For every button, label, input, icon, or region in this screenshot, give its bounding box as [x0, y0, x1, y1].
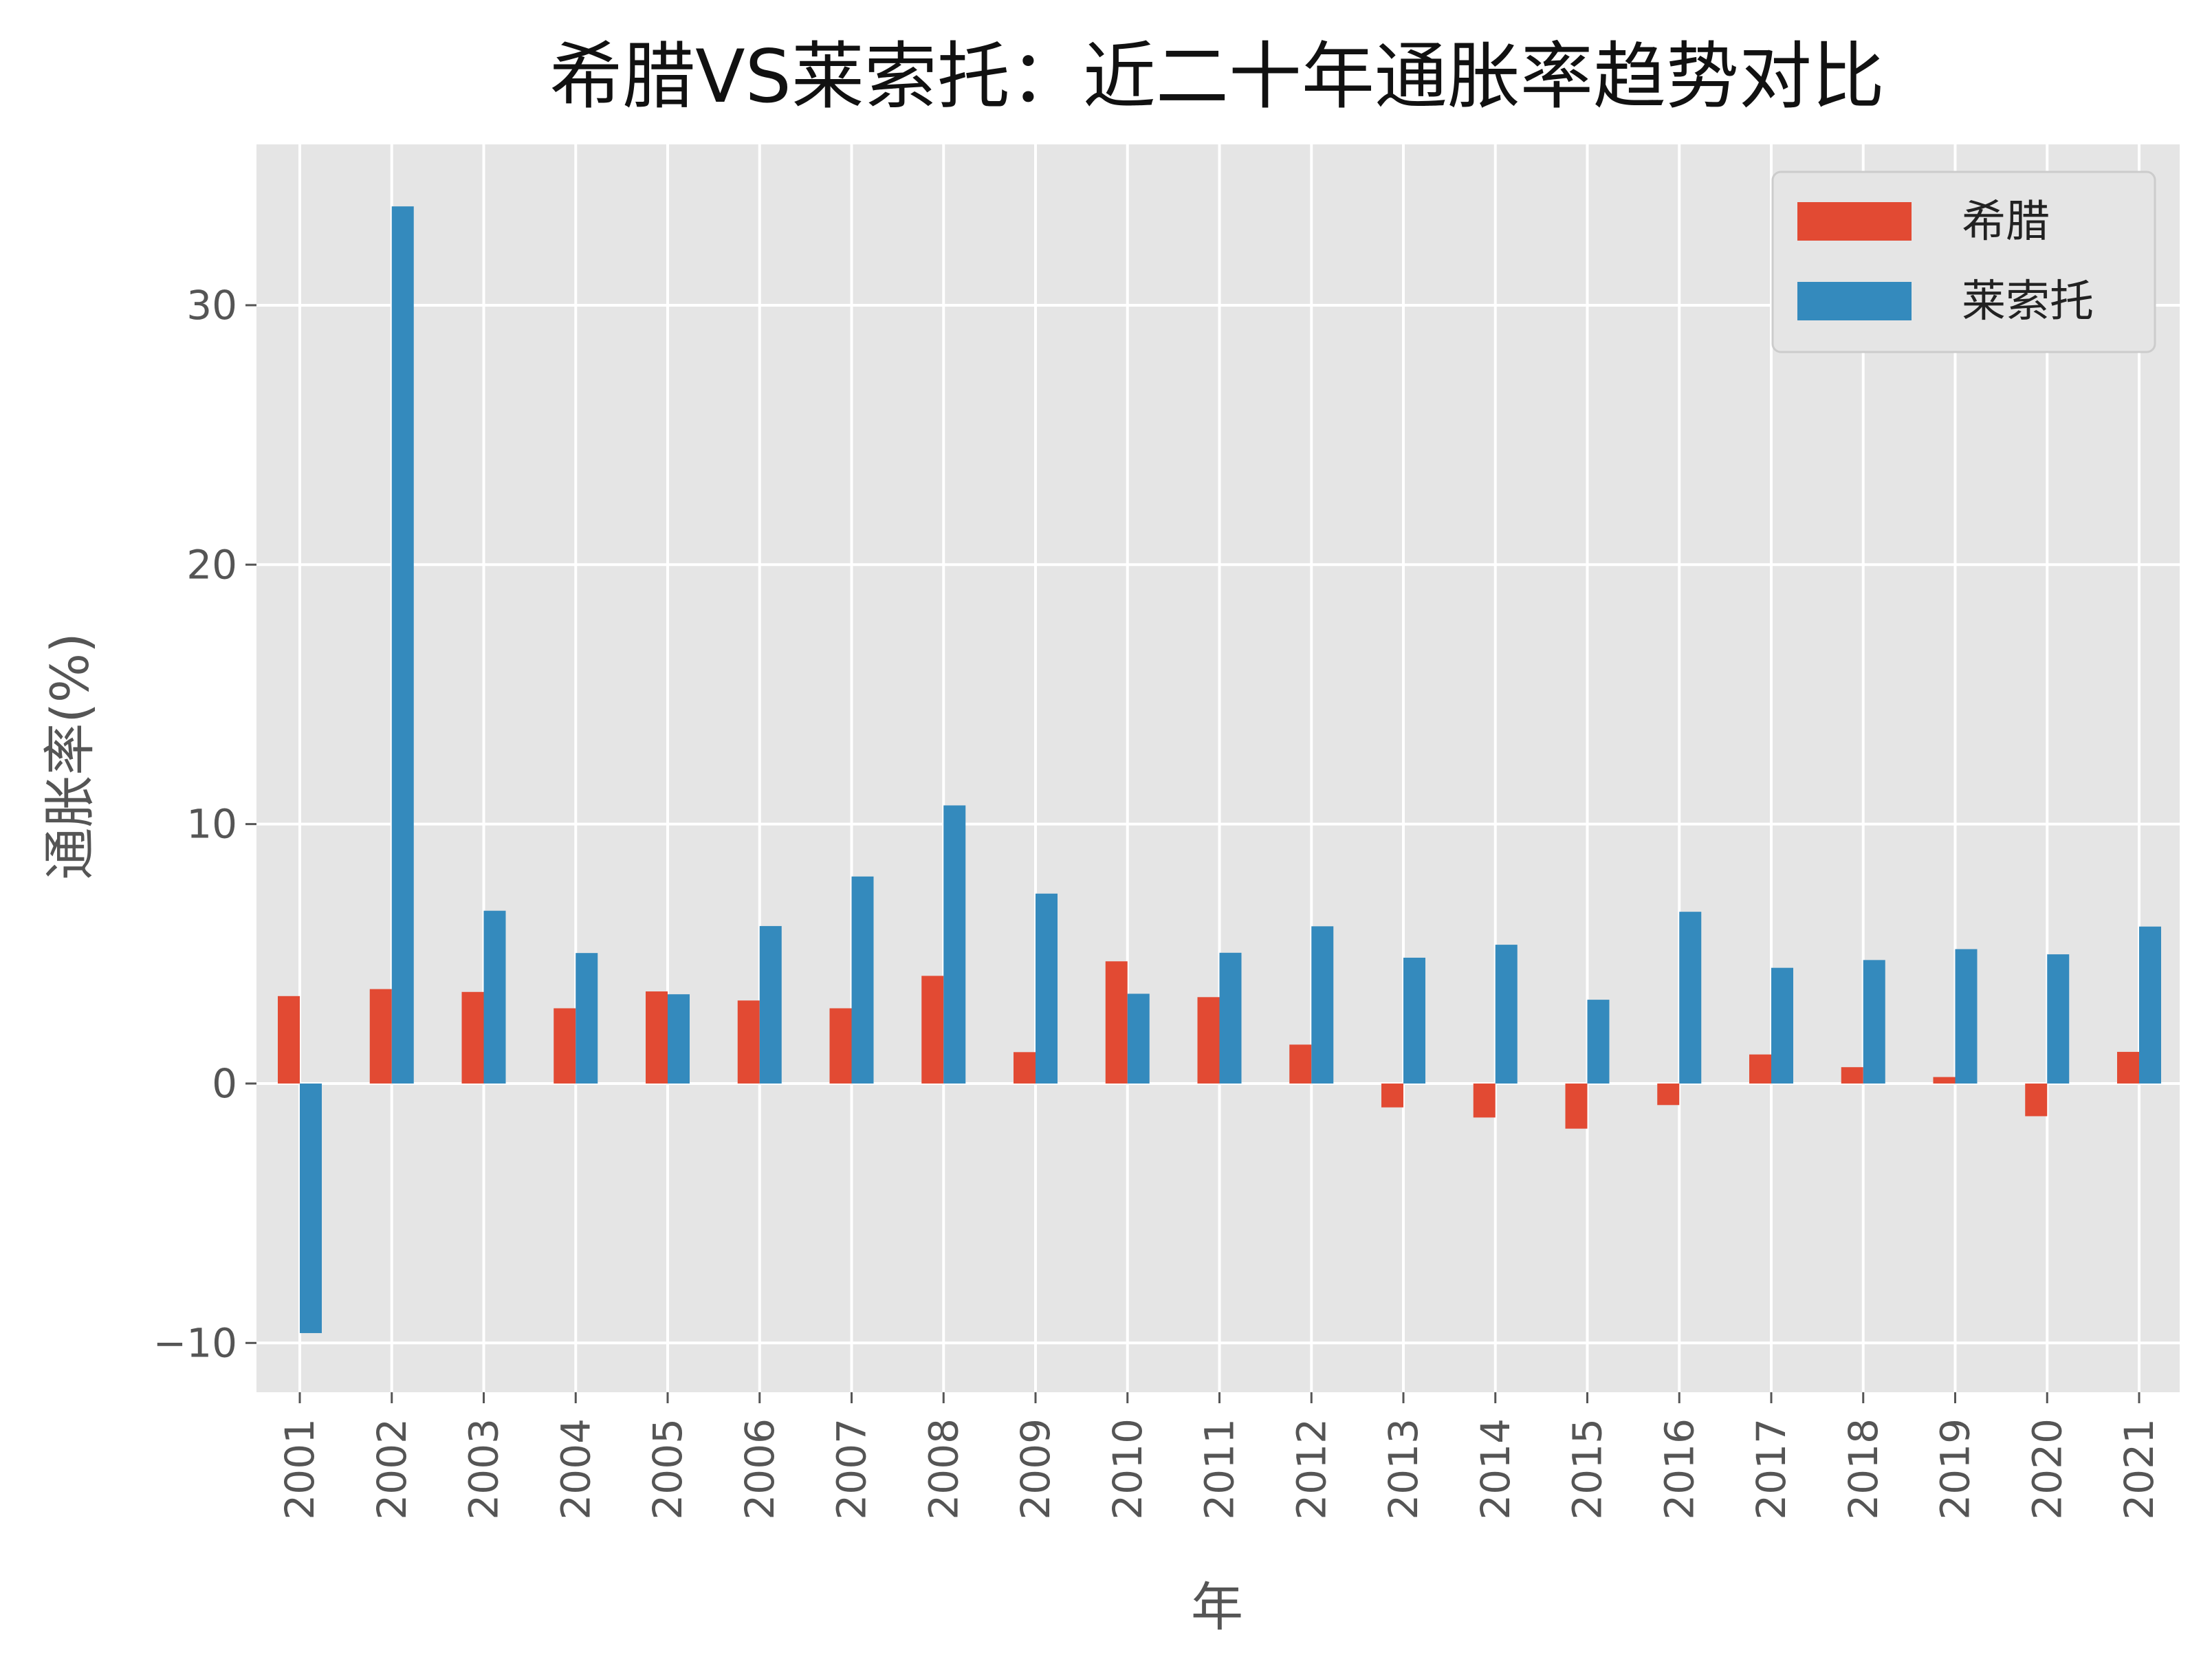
y-axis-label: 通胀率(%) — [39, 633, 100, 880]
legend-swatch — [1797, 282, 1912, 320]
bar-greece — [1197, 997, 1220, 1084]
bar-greece — [1841, 1067, 1863, 1084]
bar-greece — [1381, 1083, 1403, 1108]
legend-swatch — [1797, 202, 1912, 241]
x-tick-label: 2006 — [736, 1418, 783, 1520]
bar-greece — [278, 996, 300, 1084]
bar-greece — [1014, 1052, 1036, 1084]
bar-greece — [554, 1008, 576, 1084]
bar-lesotho — [1219, 952, 1242, 1084]
y-tick-label: 20 — [186, 541, 237, 588]
bar-lesotho — [668, 994, 690, 1084]
bar-greece — [646, 991, 668, 1084]
bar-lesotho — [483, 910, 506, 1084]
bar-greece — [1565, 1083, 1588, 1129]
bar-greece — [737, 1000, 760, 1084]
bar-lesotho — [1863, 960, 1885, 1084]
x-tick-label: 2019 — [1932, 1418, 1979, 1520]
x-tick-label: 2018 — [1840, 1418, 1887, 1520]
bar-lesotho — [1403, 957, 1425, 1084]
bar-lesotho — [1311, 926, 1334, 1084]
bar-greece — [1933, 1077, 1956, 1084]
x-tick-label: 2020 — [2024, 1418, 2070, 1520]
y-tick-label: 30 — [186, 282, 237, 329]
x-tick-label: 2005 — [644, 1418, 691, 1520]
y-tick-label: 10 — [186, 801, 237, 848]
x-tick-label: 2003 — [461, 1418, 507, 1520]
x-tick-label: 2010 — [1104, 1418, 1151, 1520]
x-tick-label: 2011 — [1196, 1418, 1243, 1520]
x-tick-label: 2008 — [920, 1418, 967, 1520]
x-tick-label: 2004 — [552, 1418, 599, 1520]
bar-lesotho — [576, 953, 598, 1084]
bar-greece — [1105, 961, 1128, 1084]
legend-label: 希腊 — [1962, 197, 2050, 248]
y-tick-label: −10 — [153, 1319, 237, 1366]
x-tick-label: 2012 — [1288, 1418, 1335, 1520]
bar-lesotho — [1771, 967, 1793, 1084]
x-axis-label: 年 — [1191, 1576, 1243, 1638]
bar-greece — [369, 989, 392, 1084]
y-tick-label: 0 — [212, 1060, 237, 1107]
x-tick-label: 2001 — [276, 1418, 323, 1520]
bar-greece — [2117, 1051, 2139, 1084]
bar-greece — [921, 976, 944, 1084]
bar-greece — [2025, 1083, 2048, 1117]
chart-title: 希腊VS莱索托：近二十年通胀率趋势对比 — [549, 34, 1885, 119]
bar-lesotho — [391, 206, 414, 1084]
bar-greece — [1289, 1044, 1312, 1084]
x-tick-label: 2002 — [369, 1418, 415, 1520]
x-tick-label: 2014 — [1472, 1418, 1519, 1520]
bar-greece — [1657, 1083, 1680, 1106]
bar-lesotho — [1955, 949, 1978, 1084]
bar-lesotho — [1036, 893, 1058, 1084]
bar-lesotho — [2139, 926, 2161, 1084]
x-tick-label: 2009 — [1012, 1418, 1059, 1520]
bar-greece — [1473, 1083, 1496, 1118]
bar-lesotho — [1495, 945, 1518, 1084]
x-tick-label: 2017 — [1748, 1418, 1795, 1520]
bar-greece — [829, 1008, 852, 1084]
x-tick-label: 2007 — [829, 1418, 875, 1520]
x-tick-label: 2016 — [1656, 1418, 1702, 1520]
x-tick-label: 2013 — [1380, 1418, 1427, 1520]
bar-lesotho — [1587, 1000, 1610, 1084]
bar-lesotho — [300, 1083, 322, 1333]
bar-greece — [1749, 1054, 1771, 1084]
x-tick-label: 2021 — [2116, 1418, 2162, 1520]
legend-label: 莱索托 — [1962, 276, 2094, 327]
bar-lesotho — [943, 805, 966, 1084]
bar-lesotho — [851, 876, 874, 1084]
bar-lesotho — [2047, 954, 2070, 1084]
bar-greece — [461, 991, 484, 1084]
bar-lesotho — [759, 925, 782, 1084]
bar-lesotho — [1127, 993, 1150, 1084]
x-tick-label: 2015 — [1564, 1418, 1611, 1520]
bar-lesotho — [1679, 912, 1702, 1084]
